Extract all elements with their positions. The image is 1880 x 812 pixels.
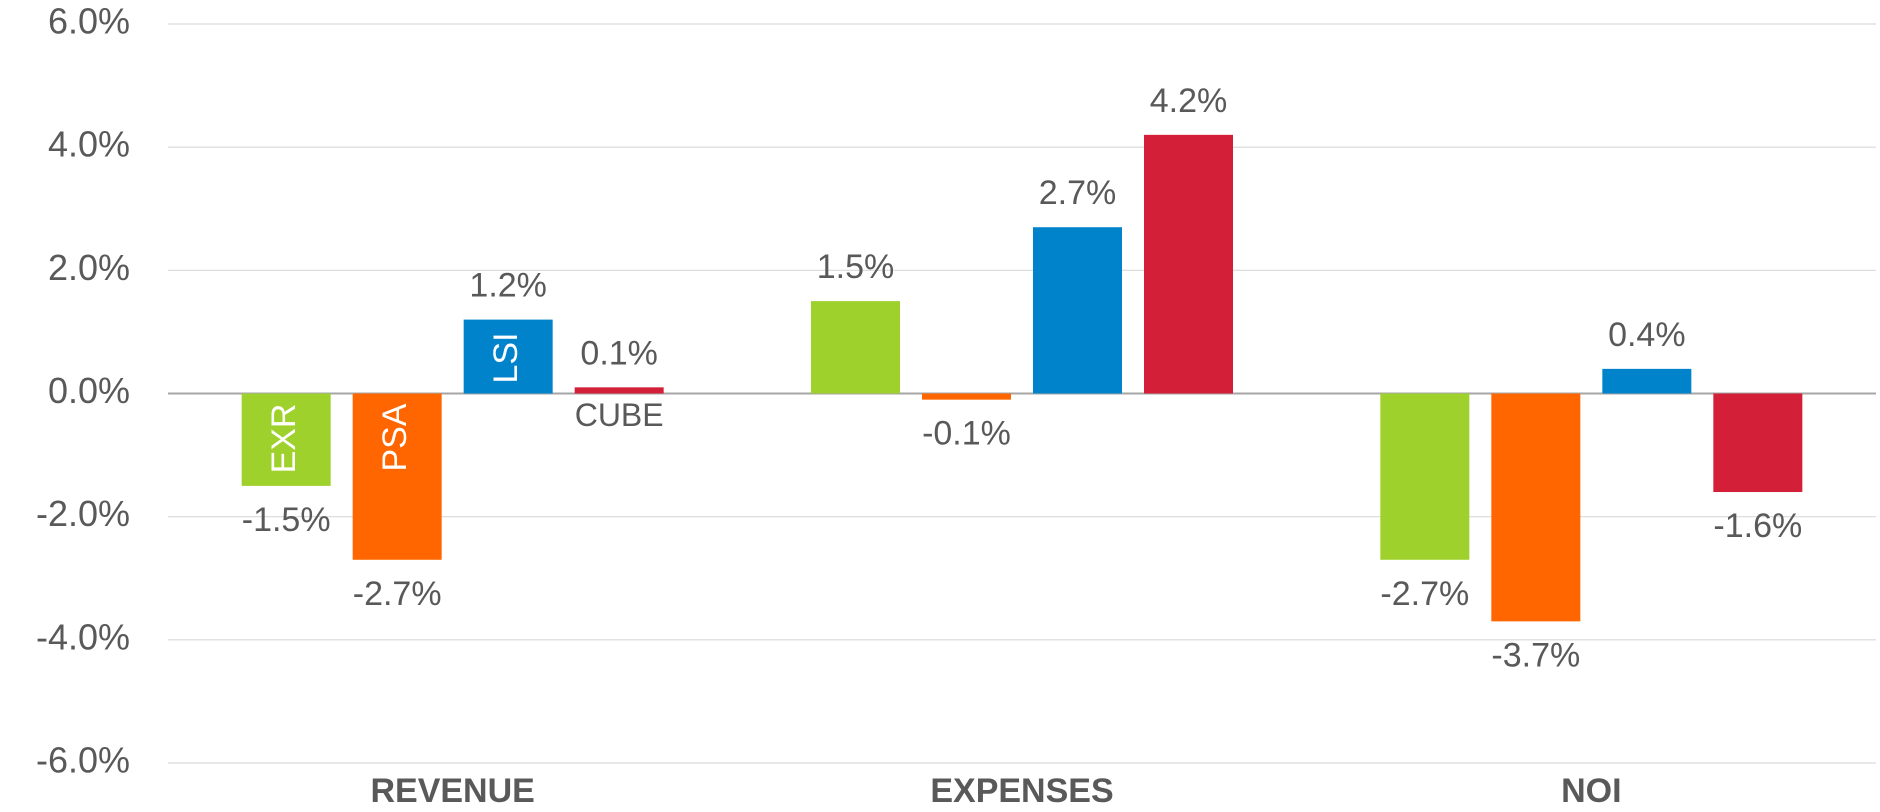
bar (1380, 393, 1470, 560)
y-tick-label: 4.0% (48, 124, 130, 165)
value-label: -3.7% (1491, 636, 1580, 674)
value-label: 0.4% (1608, 316, 1686, 354)
bar (811, 301, 900, 394)
bar (241, 393, 331, 486)
y-tick-label: -2.0% (36, 493, 130, 534)
value-label: -2.7% (353, 575, 442, 613)
y-tick-label: -4.0% (36, 616, 130, 657)
value-label: 1.5% (817, 248, 895, 286)
value-label: -1.5% (242, 501, 331, 539)
bar (1491, 393, 1581, 622)
legend-label: CUBE (575, 397, 664, 433)
value-label: -0.1% (922, 415, 1011, 453)
bar (1713, 393, 1803, 493)
bar (463, 319, 553, 394)
legend-label: LSI (487, 332, 525, 383)
bar (922, 393, 1011, 400)
value-label: 1.2% (469, 267, 547, 305)
bar (1602, 368, 1692, 394)
value-label: 4.2% (1150, 82, 1228, 120)
y-tick-label: 6.0% (48, 1, 130, 42)
y-tick-label: 2.0% (48, 247, 130, 288)
y-tick-label: -6.0% (36, 740, 130, 781)
x-tick-label: EXPENSES (930, 772, 1113, 810)
x-tick-label: REVENUE (370, 772, 534, 810)
value-label: 2.7% (1039, 174, 1117, 212)
bar (1144, 134, 1233, 394)
bar (1033, 227, 1122, 394)
bar (574, 387, 664, 394)
legend-label: EXR (265, 404, 303, 474)
legend-label: PSA (376, 403, 414, 471)
x-tick-label: NOI (1561, 772, 1621, 810)
y-tick-label: 0.0% (48, 370, 130, 411)
value-label: 0.1% (580, 334, 658, 372)
value-label: -1.6% (1713, 507, 1802, 545)
value-label: -2.7% (1380, 575, 1469, 613)
bar (352, 393, 442, 560)
